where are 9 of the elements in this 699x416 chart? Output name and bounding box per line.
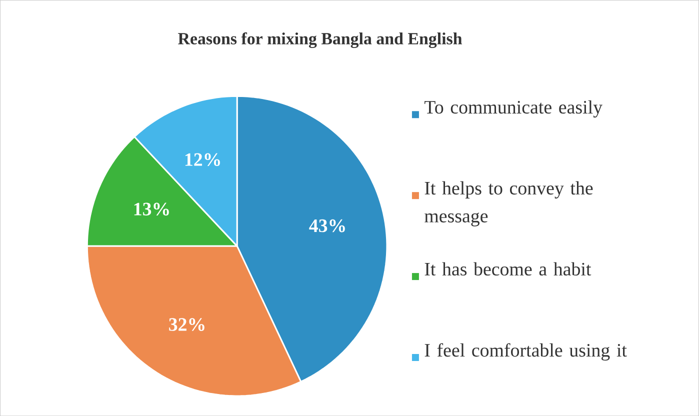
data-label: 13%: [134, 202, 169, 216]
data-label: 12%: [185, 153, 220, 166]
data-label: 43%: [309, 219, 345, 232]
legend-label: To communicate easily: [424, 100, 602, 118]
data-label: 32%: [169, 318, 204, 331]
legend-label: It has become a habit: [424, 262, 592, 276]
chart-title: Reasons for mixing Bangla and English: [178, 32, 462, 48]
legend-label: It helps to convey the message: [424, 181, 593, 226]
legend-label: I feel comfortable using it: [424, 343, 627, 361]
